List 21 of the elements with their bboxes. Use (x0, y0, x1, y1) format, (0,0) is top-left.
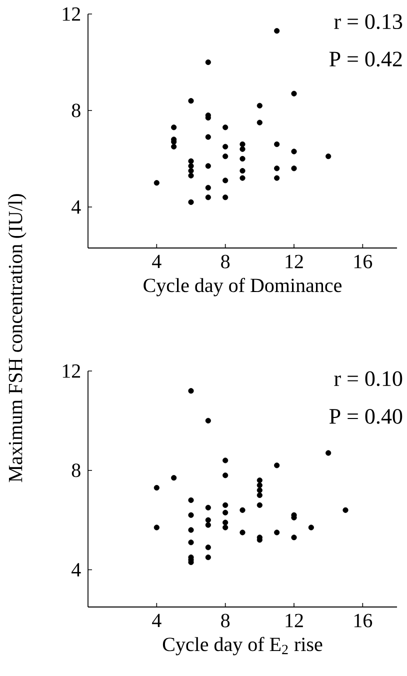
annotation: r = 0.10 (334, 371, 402, 386)
x-axis-title: Cycle day of Dominance (144, 278, 342, 296)
x-tick-label: 8 (221, 254, 230, 268)
x-tick-label: 8 (221, 614, 230, 628)
y-tick-label: 12 (62, 7, 80, 21)
y-tick-label: 4 (72, 200, 81, 214)
x-axis-title: Cycle day of E$_{2}$ rise (162, 636, 322, 656)
x-tick-label: 12 (286, 254, 303, 268)
y-tick-label: 4 (72, 563, 81, 576)
x-tick-label: 4 (152, 614, 162, 628)
x-tick-label: 16 (354, 254, 372, 268)
x-tick-label: 4 (152, 254, 162, 268)
x-tick-label: 12 (286, 614, 303, 628)
y-tick-label: 8 (72, 464, 80, 478)
y-tick-label: 12 (62, 364, 80, 378)
y-axis-title: Maximum FSH concentration (IU/l) (8, 194, 26, 482)
x-tick-label: 16 (354, 614, 372, 628)
annotation: P = 0.40 (329, 408, 402, 424)
annotation: P = 0.42 (329, 52, 402, 67)
annotation: r = 0.13 (334, 14, 402, 30)
y-tick-label: 8 (72, 104, 80, 118)
